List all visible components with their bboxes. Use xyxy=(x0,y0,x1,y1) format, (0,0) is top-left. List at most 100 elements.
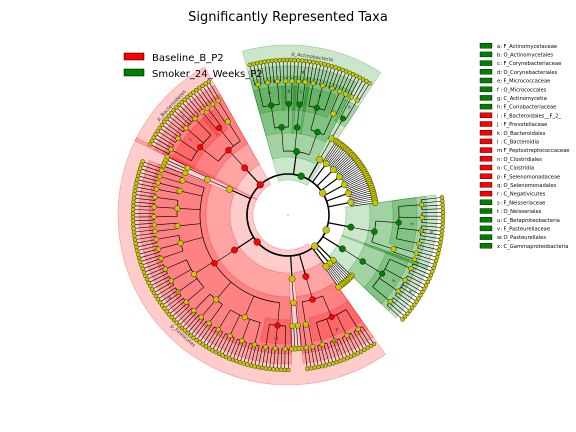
clade-node-j xyxy=(197,144,204,151)
taxon-node xyxy=(368,343,373,349)
clade-sector-letter-w: w xyxy=(400,283,406,289)
clade-node-p xyxy=(328,314,335,321)
clade-sector-letter-f: f xyxy=(327,85,331,91)
taxon-node xyxy=(158,255,164,262)
taxon-node xyxy=(402,314,408,319)
taxon-node xyxy=(162,306,167,311)
clade-node-o xyxy=(231,246,238,254)
taxon-node xyxy=(168,278,174,284)
taxon-node xyxy=(132,188,138,193)
taxon-node xyxy=(278,367,284,373)
taxon-node xyxy=(174,320,179,325)
taxon-node xyxy=(179,177,186,184)
clade-legend-colon: : xyxy=(501,131,503,137)
taxon-node xyxy=(153,293,158,299)
taxon-node xyxy=(440,202,445,208)
taxon-node xyxy=(179,325,185,331)
clade-legend-colon: : xyxy=(501,122,503,128)
taxon-node xyxy=(338,358,343,364)
taxon-node xyxy=(159,167,165,173)
taxon-node xyxy=(174,105,179,110)
taxon-node xyxy=(185,330,190,336)
taxon-node xyxy=(251,61,256,67)
taxon-node xyxy=(149,287,155,292)
clade-node-bd xyxy=(256,181,264,189)
taxon-node xyxy=(191,307,197,314)
clade-legend-swatch xyxy=(479,190,493,197)
taxon-node xyxy=(188,92,193,97)
taxon-node xyxy=(162,266,168,272)
taxon-node xyxy=(289,78,295,84)
taxon-node xyxy=(296,78,302,84)
taxon-node xyxy=(188,333,193,338)
taxon-node xyxy=(387,299,393,305)
taxon-node xyxy=(360,77,366,82)
taxon-node xyxy=(203,81,208,86)
clade-sector-g xyxy=(247,65,358,164)
taxon-node xyxy=(364,79,369,84)
phylum-sector-bd xyxy=(134,66,272,201)
clade-node-q xyxy=(309,296,316,303)
taxon-node xyxy=(312,365,317,370)
taxon-node xyxy=(371,199,379,207)
clade-sector-letter-t: t xyxy=(418,229,424,232)
clade-legend-key: j xyxy=(496,122,498,128)
taxon-node xyxy=(200,83,205,88)
clade-sector-t xyxy=(364,195,428,266)
taxon-node xyxy=(166,312,172,317)
clade-sector-letter-h: h xyxy=(346,104,352,111)
clade-legend-swatch xyxy=(479,225,493,232)
chart-title: Significantly Represented Taxa xyxy=(188,10,388,25)
legend-swatch-baseline xyxy=(123,52,145,61)
clade-legend-colon: : xyxy=(501,227,503,233)
taxon-node xyxy=(416,241,422,247)
taxon-node xyxy=(262,59,267,64)
clade-legend-name: F_Bacteroidales__F_2_ xyxy=(504,113,562,119)
clade-legend-name: C_Clostridia xyxy=(504,166,535,172)
taxon-node xyxy=(343,91,349,97)
clade-legend-name: F_Peptostreptococcaceae xyxy=(504,148,570,154)
clade-sector-s xyxy=(388,197,418,251)
taxon-node xyxy=(296,58,301,63)
clade-node-d xyxy=(293,124,301,131)
clade-node-n xyxy=(211,260,218,267)
taxon-node xyxy=(400,317,405,322)
taxon-node xyxy=(265,79,271,86)
taxon-node xyxy=(419,202,425,208)
taxon-node xyxy=(153,186,160,192)
clade-legend-key: x xyxy=(497,244,500,250)
taxon-node xyxy=(438,240,443,245)
taxon-node xyxy=(153,236,159,243)
clade-sector-letter-b: b xyxy=(272,79,276,85)
taxon-node xyxy=(418,228,424,234)
taxon-node xyxy=(266,59,271,64)
taxon-node xyxy=(319,189,327,197)
taxon-node xyxy=(311,242,319,250)
legend-label-smoker: Smoker_24_Weeks_P2 xyxy=(152,69,263,80)
clade-legend-key: k xyxy=(497,131,500,137)
taxon-node xyxy=(135,252,141,257)
taxon-node xyxy=(191,90,196,95)
taxon-node xyxy=(237,360,243,365)
taxon-node xyxy=(318,61,324,66)
taxon-node xyxy=(239,338,245,344)
taxon-node xyxy=(151,204,157,210)
taxon-node xyxy=(157,173,163,180)
taxon-node xyxy=(213,296,220,303)
taxon-node xyxy=(355,326,361,332)
taxon-node xyxy=(130,207,136,212)
taxon-node xyxy=(256,364,261,370)
taxon-node xyxy=(439,195,445,200)
taxon-node xyxy=(341,181,348,189)
clade-legend-colon: : xyxy=(501,157,503,163)
clade-legend-name: F_Actinomycetaceae xyxy=(504,44,558,50)
taxon-node xyxy=(440,221,445,226)
taxon-node xyxy=(157,125,162,131)
clade-legend-key: g xyxy=(497,96,500,102)
clade-sector-letter-q: q xyxy=(333,339,338,345)
taxon-node xyxy=(281,57,286,63)
taxon-node xyxy=(440,217,446,223)
clade-node-fi xyxy=(253,238,261,246)
clade-legend-swatch xyxy=(479,216,493,223)
